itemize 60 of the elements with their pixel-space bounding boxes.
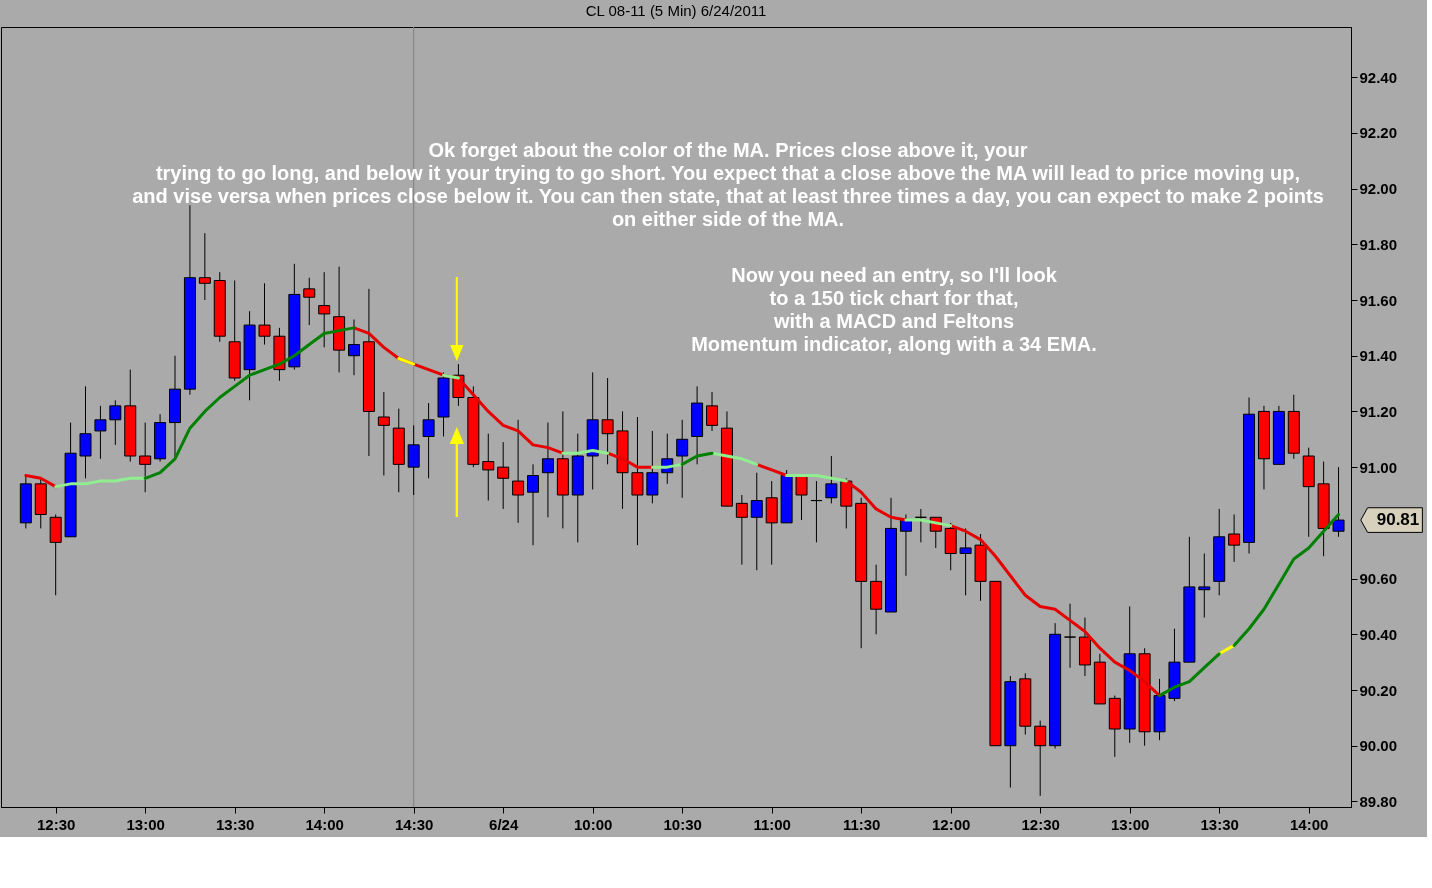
candlestick [198,232,211,301]
text: 90.81 [1376,510,1420,530]
candlestick [706,391,719,432]
y-tick-label: 92.00 [1359,180,1398,198]
candlestick [1034,720,1047,797]
x-tick-label: 10:30 [663,815,702,833]
candlestick [631,416,644,546]
x-tick-label: 12:30 [36,815,76,833]
candlestick [676,419,689,499]
y-tick-label: 91.80 [1359,235,1398,253]
x-tick-label: 12:00 [932,815,971,833]
x-tick-label: 13:00 [126,815,165,833]
candlestick [258,282,271,346]
candlestick [750,472,763,571]
y-tick-label: 91.00 [1359,458,1398,476]
candlestick [94,405,107,460]
y-tick-label: 90.00 [1359,737,1398,755]
x-tick-label: 13:00 [1111,815,1150,833]
y-tick-label: 91.60 [1359,291,1398,309]
y-tick-label: 91.40 [1359,347,1398,365]
candlestick [914,508,927,543]
y-tick-label: 89.80 [1359,792,1398,810]
y-tick-label: 92.20 [1359,124,1398,142]
x-tick-label: 14:00 [1290,815,1329,833]
candlestick [1332,466,1345,538]
candlestick [795,475,808,521]
annotation: Ok forget about the color of the MA. Prices close above it, your trying to go long, and below it your trying to go short. You expect that a close above the MA will lead to price moving up, and vise versa when prices close below it. You can then state, that at least three times a day, you can expect to make 2 points on either side of the MA. [132,139,1324,230]
x-tick-label: 14:00 [305,815,344,833]
line-series [1232,513,1341,647]
candlestick [1064,603,1077,669]
candlestick [527,463,540,546]
candlestick [735,494,748,566]
x-tick-label: 14:30 [395,815,434,833]
candlestick [959,527,972,596]
x-tick-label: 11:30 [842,815,881,833]
y-tick-label: 90.40 [1359,625,1398,643]
annotation: Now you need an entry, so I'll look to a 150 tick chart for that, with a MACD and Feltons Momentum indicator, along with a 34 EMA. [691,264,1097,355]
x-tick-label: 6/24 [489,815,519,833]
candlestick [1228,514,1241,563]
candlestick [497,441,510,510]
y-tick-label: 92.40 [1359,68,1398,86]
candlestick [79,385,92,479]
candlestick [810,480,823,543]
x-tick-label: 10:00 [574,815,613,833]
candlestick [1198,553,1211,619]
y-tick-label: 91.20 [1359,402,1398,420]
candlestick [646,430,659,504]
candlestick [109,399,122,446]
candlestick [139,422,152,493]
chart-title: CL 08-11 (5 Min) 6/24/2011 [585,1,767,19]
y-tick-label: 90.20 [1359,681,1398,699]
y-tick-label: 90.60 [1359,570,1398,588]
x-tick-label: 13:30 [215,815,255,833]
candlestick [318,271,331,348]
x-tick-label: 11:00 [753,815,791,833]
candlestick [825,455,838,504]
x-tick-label: 12:30 [1021,815,1060,833]
candlestick [601,377,614,465]
x-tick-label: 13:30 [1200,815,1239,833]
candlestick [303,277,316,326]
